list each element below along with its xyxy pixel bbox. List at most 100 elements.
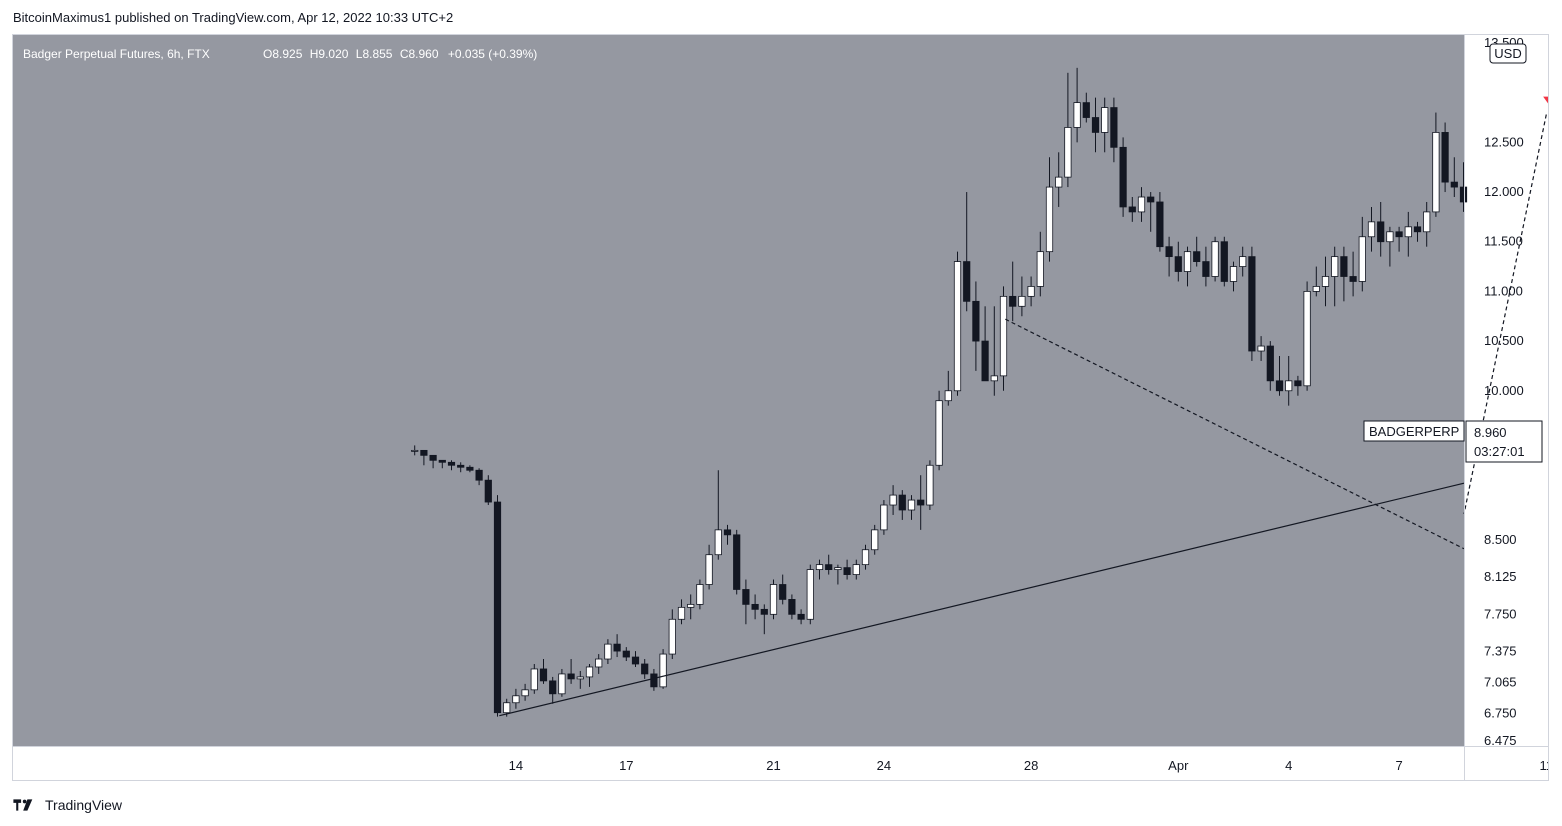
candle[interactable]: [512, 688, 520, 709]
candle[interactable]: [926, 460, 934, 510]
price-axis[interactable]: 13.50012.50012.00011.50011.00010.50010.0…: [1484, 35, 1524, 748]
candle[interactable]: [1211, 236, 1219, 282]
candle[interactable]: [411, 445, 419, 456]
candle[interactable]: [742, 579, 750, 625]
time-axis[interactable]: 1417212428Apr47111418: [509, 758, 1548, 773]
candle[interactable]: [963, 192, 971, 312]
candle[interactable]: [1073, 67, 1081, 143]
candle[interactable]: [1248, 246, 1256, 361]
candle[interactable]: [990, 306, 998, 396]
candle[interactable]: [1340, 246, 1348, 302]
candle[interactable]: [723, 524, 732, 545]
candle[interactable]: [1156, 192, 1164, 252]
candle[interactable]: [760, 604, 768, 635]
candle[interactable]: [631, 651, 640, 667]
candle[interactable]: [1423, 201, 1431, 247]
tradingview-logo-icon[interactable]: [13, 798, 39, 812]
candle[interactable]: [1257, 336, 1265, 361]
candle[interactable]: [1101, 97, 1109, 153]
candle[interactable]: [815, 559, 824, 580]
candle[interactable]: [861, 544, 870, 570]
candle[interactable]: [751, 594, 759, 620]
candle[interactable]: [999, 286, 1008, 391]
candle[interactable]: [797, 609, 805, 625]
candle[interactable]: [549, 676, 557, 704]
candle[interactable]: [1036, 231, 1044, 297]
candle[interactable]: [567, 659, 575, 684]
ascending-support-line[interactable]: [499, 482, 1465, 717]
candle[interactable]: [650, 668, 658, 691]
candle[interactable]: [880, 500, 888, 535]
candle[interactable]: [1358, 216, 1366, 292]
candle[interactable]: [1312, 266, 1320, 297]
candle[interactable]: [585, 663, 594, 687]
candle[interactable]: [1413, 221, 1422, 242]
candle[interactable]: [420, 449, 428, 466]
candle[interactable]: [1220, 236, 1228, 287]
candle[interactable]: [558, 668, 566, 697]
candle[interactable]: [714, 470, 722, 560]
candle[interactable]: [907, 495, 916, 520]
candle[interactable]: [1091, 97, 1100, 153]
candle[interactable]: [521, 683, 529, 701]
candle[interactable]: [641, 659, 649, 679]
candle[interactable]: [1450, 157, 1458, 198]
candle[interactable]: [1193, 236, 1201, 267]
candle[interactable]: [429, 454, 437, 469]
footer-brand[interactable]: TradingView: [45, 797, 123, 813]
candle[interactable]: [1027, 276, 1035, 307]
candle[interactable]: [1404, 211, 1412, 257]
candle[interactable]: [1459, 162, 1468, 212]
candle[interactable]: [457, 462, 465, 473]
candle[interactable]: [687, 594, 695, 620]
candle[interactable]: [475, 468, 483, 486]
candle[interactable]: [953, 251, 962, 396]
candle[interactable]: [1202, 246, 1210, 287]
candle[interactable]: [696, 579, 704, 610]
candle[interactable]: [825, 554, 833, 575]
candle[interactable]: [1009, 261, 1017, 322]
chart-frame[interactable]: Badger Perpetual Futures, 6h, FTX O8.925…: [12, 34, 1549, 781]
candle[interactable]: [659, 649, 667, 689]
candle[interactable]: [438, 459, 446, 469]
candle[interactable]: [1386, 226, 1394, 267]
candle[interactable]: [806, 564, 814, 625]
candle[interactable]: [1285, 355, 1293, 406]
candle[interactable]: [1165, 236, 1173, 277]
candle[interactable]: [972, 281, 980, 371]
chart-canvas[interactable]: Badger Perpetual Futures, 6h, FTX O8.925…: [13, 35, 1548, 780]
candle[interactable]: [889, 485, 897, 515]
candle[interactable]: [539, 659, 548, 684]
candle[interactable]: [788, 594, 796, 620]
candle[interactable]: [668, 609, 676, 660]
currency-badge[interactable]: USD: [1489, 43, 1527, 64]
candle[interactable]: [1303, 281, 1311, 391]
candle[interactable]: [1082, 92, 1090, 123]
candle[interactable]: [1055, 152, 1063, 207]
candle[interactable]: [1064, 72, 1072, 188]
candle[interactable]: [944, 370, 952, 406]
falling-wedge-lower-line[interactable]: [1005, 318, 1465, 550]
candle[interactable]: [466, 465, 474, 473]
candle[interactable]: [917, 475, 925, 530]
candle[interactable]: [1395, 226, 1403, 252]
candle[interactable]: [1183, 246, 1192, 287]
candle[interactable]: [1018, 276, 1026, 317]
candle[interactable]: [1137, 187, 1146, 222]
candle[interactable]: [1331, 246, 1339, 307]
candle[interactable]: [834, 564, 842, 585]
candle[interactable]: [852, 559, 860, 580]
candle[interactable]: [935, 390, 943, 471]
candle[interactable]: [1266, 341, 1274, 391]
candle[interactable]: [1349, 251, 1357, 297]
candle[interactable]: [447, 460, 456, 471]
candle[interactable]: [1045, 157, 1054, 262]
candle[interactable]: [1294, 375, 1302, 396]
candle[interactable]: [1229, 261, 1238, 292]
candle[interactable]: [705, 544, 713, 590]
candle[interactable]: [1147, 192, 1155, 232]
candle[interactable]: [595, 654, 603, 674]
candle[interactable]: [981, 306, 989, 382]
candle[interactable]: [1128, 197, 1136, 222]
candle[interactable]: [484, 475, 492, 506]
